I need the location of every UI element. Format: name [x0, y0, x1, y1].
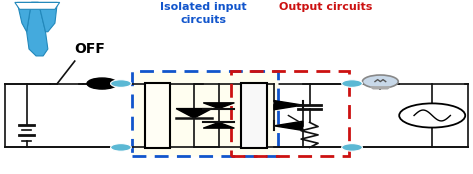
Polygon shape	[370, 87, 390, 89]
Text: OFF: OFF	[74, 42, 105, 56]
Bar	[241, 83, 267, 148]
Polygon shape	[274, 101, 303, 110]
Circle shape	[399, 103, 465, 128]
Polygon shape	[15, 2, 60, 9]
Bar	[145, 83, 170, 148]
Circle shape	[362, 75, 398, 88]
Text: Isolated input
circuits: Isolated input circuits	[160, 2, 247, 25]
Circle shape	[87, 78, 117, 89]
Polygon shape	[203, 122, 235, 128]
FancyBboxPatch shape	[132, 72, 278, 156]
Polygon shape	[176, 109, 212, 118]
Circle shape	[342, 80, 362, 87]
Polygon shape	[203, 103, 235, 109]
Polygon shape	[26, 2, 48, 56]
Polygon shape	[274, 121, 303, 130]
Text: Output circuits: Output circuits	[280, 2, 373, 12]
Circle shape	[111, 144, 131, 151]
Circle shape	[342, 144, 362, 151]
Polygon shape	[17, 2, 57, 32]
Circle shape	[111, 80, 131, 87]
